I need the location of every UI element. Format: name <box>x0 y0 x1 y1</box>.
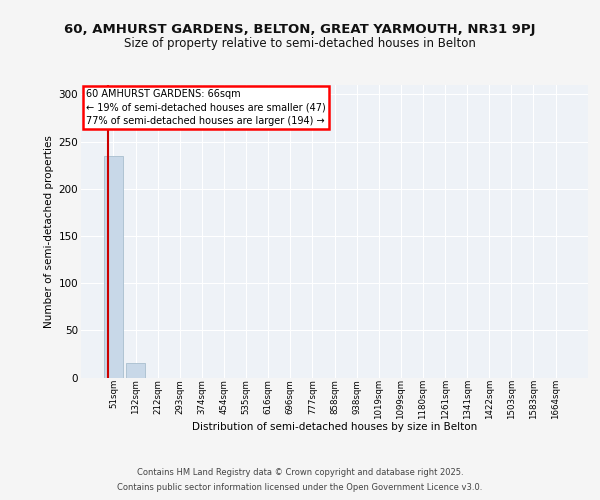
Text: Contains HM Land Registry data © Crown copyright and database right 2025.: Contains HM Land Registry data © Crown c… <box>137 468 463 477</box>
Text: Contains public sector information licensed under the Open Government Licence v3: Contains public sector information licen… <box>118 483 482 492</box>
Text: Size of property relative to semi-detached houses in Belton: Size of property relative to semi-detach… <box>124 38 476 51</box>
Bar <box>104 156 123 378</box>
X-axis label: Distribution of semi-detached houses by size in Belton: Distribution of semi-detached houses by … <box>192 422 477 432</box>
Text: 60 AMHURST GARDENS: 66sqm
← 19% of semi-detached houses are smaller (47)
77% of : 60 AMHURST GARDENS: 66sqm ← 19% of semi-… <box>86 90 326 126</box>
Y-axis label: Number of semi-detached properties: Number of semi-detached properties <box>44 135 55 328</box>
Text: 60, AMHURST GARDENS, BELTON, GREAT YARMOUTH, NR31 9PJ: 60, AMHURST GARDENS, BELTON, GREAT YARMO… <box>64 22 536 36</box>
Bar <box>126 364 145 378</box>
